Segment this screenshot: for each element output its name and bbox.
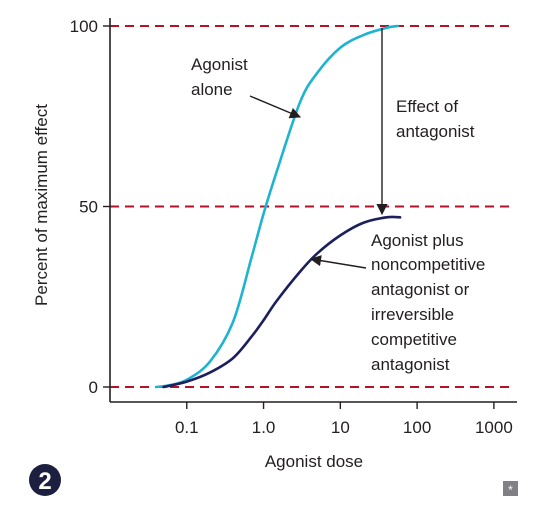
y-tick-label-100: 100 <box>70 17 98 36</box>
reference-lines <box>110 25 509 388</box>
annotation-effect-of-antagonist: Effect of antagonist <box>376 28 475 216</box>
ticks: 0 50 100 0.1 1.0 10 100 1000 <box>70 17 513 437</box>
y-axis-label: Percent of maximum effect <box>32 104 51 306</box>
annotation-effect-line-1: Effect of <box>396 97 458 116</box>
agonist-plus-antagonist-curve <box>162 215 402 389</box>
curves <box>154 24 402 389</box>
annotation-agonist-plus-antagonist: Agonist plus noncompetitive antagonist o… <box>309 231 485 374</box>
corner-mark-symbol: * <box>508 483 513 497</box>
x-tick-label-1.0: 1.0 <box>252 418 276 437</box>
annotation-antagonist-line-6: antagonist <box>371 355 450 374</box>
annotation-agonist-alone-line-1: Agonist <box>191 55 248 74</box>
annotation-antagonist-line-5: competitive <box>371 330 457 349</box>
annotation-antagonist-line-2: noncompetitive <box>371 255 485 274</box>
x-tick-label-1000: 1000 <box>475 418 513 437</box>
x-tick-label-0.1: 0.1 <box>175 418 199 437</box>
x-axis-label: Agonist dose <box>265 452 363 471</box>
annotation-antagonist-line-1: Agonist plus <box>371 231 464 250</box>
figure-number-badge: 2 <box>29 464 61 496</box>
annotation-effect-line-2: antagonist <box>396 122 475 141</box>
x-tick-label-10: 10 <box>331 418 350 437</box>
annotation-antagonist-arrow <box>309 255 367 269</box>
x-tick-label-100: 100 <box>403 418 431 437</box>
annotation-agonist-alone-line-2: alone <box>191 80 233 99</box>
y-tick-label-0: 0 <box>89 378 98 397</box>
annotation-antagonist-line-4: irreversible <box>371 305 454 324</box>
badge-number: 2 <box>38 468 51 495</box>
corner-mark-box <box>503 481 518 496</box>
agonist-alone-curve <box>154 24 400 389</box>
axes <box>109 18 517 403</box>
annotation-antagonist-line-3: antagonist or <box>371 280 470 299</box>
corner-mark: * <box>503 481 518 497</box>
annotation-agonist-alone: Agonist alone <box>191 55 302 119</box>
annotation-agonist-alone-arrow <box>249 95 302 119</box>
badge-circle <box>29 464 61 496</box>
y-tick-label-50: 50 <box>79 198 98 217</box>
